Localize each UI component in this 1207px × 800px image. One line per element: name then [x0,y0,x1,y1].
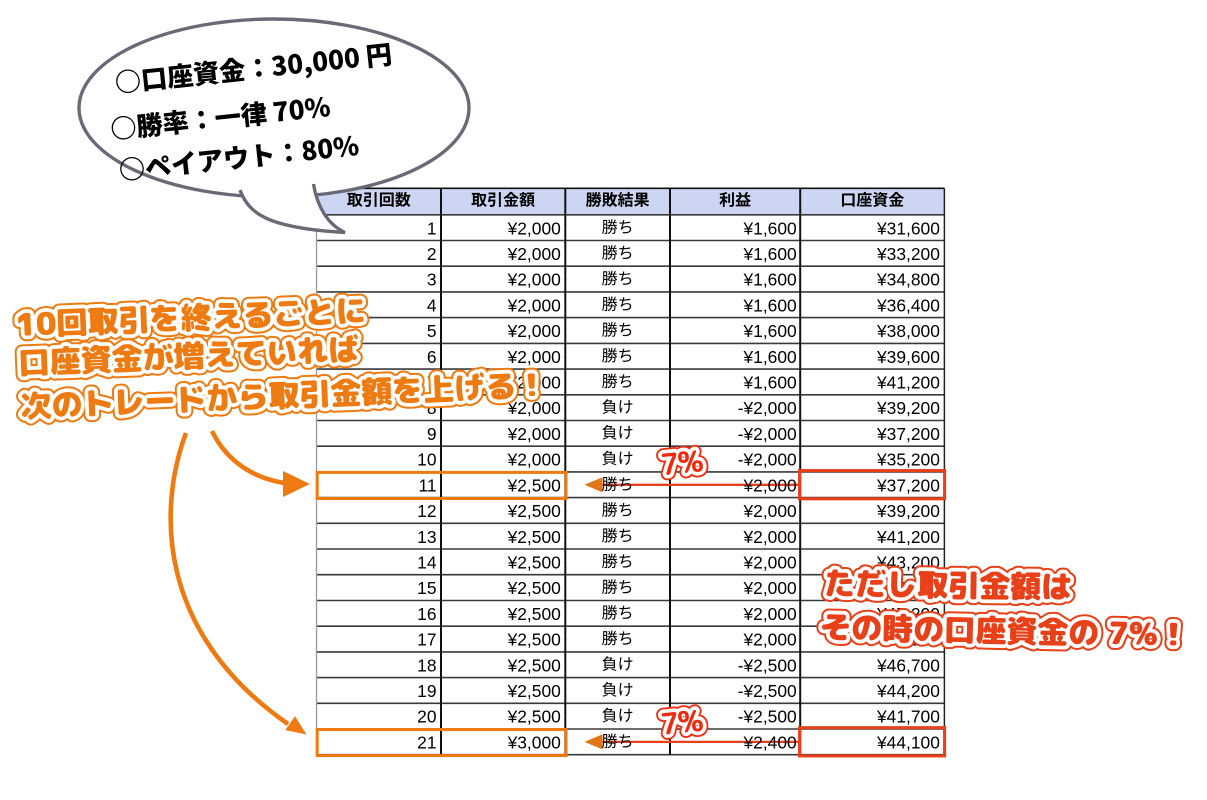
svg-text:¥34,800: ¥34,800 [876,270,940,290]
svg-text:15: 15 [417,578,436,598]
svg-text:¥35,200: ¥35,200 [876,450,940,470]
svg-text:¥2,500: ¥2,500 [507,475,561,495]
svg-text:¥2,500: ¥2,500 [507,655,561,675]
svg-text:¥2,500: ¥2,500 [507,527,561,547]
svg-text:¥2,000: ¥2,000 [507,424,561,444]
svg-text:¥2,500: ¥2,500 [507,707,561,727]
svg-text:3: 3 [427,270,437,290]
svg-text:17: 17 [417,630,436,650]
svg-text:¥1,600: ¥1,600 [742,218,796,238]
svg-text:¥1,600: ¥1,600 [742,270,796,290]
svg-text:21: 21 [417,733,436,753]
svg-text:13: 13 [417,527,436,547]
svg-text:¥36,400: ¥36,400 [876,295,940,315]
svg-text:-¥2,000: -¥2,000 [738,450,797,470]
svg-text:¥1,600: ¥1,600 [742,347,796,367]
svg-text:¥39,600: ¥39,600 [876,347,940,367]
svg-text:18: 18 [417,655,436,675]
svg-text:¥41,200: ¥41,200 [876,373,940,393]
svg-text:¥2,500: ¥2,500 [507,578,561,598]
svg-text:6: 6 [427,347,437,367]
svg-text:¥2,000: ¥2,000 [507,270,561,290]
svg-text:¥44,200: ¥44,200 [876,681,940,701]
svg-text:5: 5 [427,321,437,341]
svg-text:¥33,200: ¥33,200 [876,244,940,264]
svg-text:¥2,000: ¥2,000 [742,501,796,521]
svg-text:¥1,600: ¥1,600 [742,244,796,264]
svg-text:20: 20 [417,707,436,727]
svg-text:¥2,000: ¥2,000 [507,218,561,238]
svg-text:¥2,000: ¥2,000 [742,475,796,495]
svg-text:-¥2,000: -¥2,000 [738,398,797,418]
svg-text:-¥2,000: -¥2,000 [738,424,797,444]
svg-text:¥3,000: ¥3,000 [507,733,561,753]
svg-text:-¥2,500: -¥2,500 [738,681,797,701]
svg-text:¥1,600: ¥1,600 [742,295,796,315]
svg-text:¥2,000: ¥2,000 [507,244,561,264]
svg-text:19: 19 [417,681,436,701]
svg-text:¥2,500: ¥2,500 [507,501,561,521]
svg-text:1: 1 [427,218,437,238]
svg-text:¥39,200: ¥39,200 [876,398,940,418]
svg-text:¥2,000: ¥2,000 [742,553,796,573]
svg-text:14: 14 [417,553,437,573]
svg-text:¥2,000: ¥2,000 [507,321,561,341]
svg-text:¥2,000: ¥2,000 [742,630,796,650]
svg-text:¥38,000: ¥38,000 [876,321,940,341]
svg-text:¥2,000: ¥2,000 [742,527,796,547]
svg-text:¥2,000: ¥2,000 [507,398,561,418]
svg-text:2: 2 [427,244,437,264]
svg-text:¥46,700: ¥46,700 [876,655,940,675]
svg-text:¥1,600: ¥1,600 [742,373,796,393]
svg-text:¥44,100: ¥44,100 [876,733,940,753]
svg-text:¥2,500: ¥2,500 [507,604,561,624]
svg-text:¥2,500: ¥2,500 [507,681,561,701]
svg-text:¥2,500: ¥2,500 [507,553,561,573]
svg-text:¥2,500: ¥2,500 [507,630,561,650]
svg-text:¥2,000: ¥2,000 [507,295,561,315]
svg-text:¥2,000: ¥2,000 [507,450,561,470]
svg-text:11: 11 [418,475,436,495]
svg-text:-¥2,500: -¥2,500 [738,655,797,675]
svg-text:4: 4 [427,295,437,315]
svg-text:¥41,200: ¥41,200 [876,527,940,547]
svg-text:9: 9 [427,424,437,444]
svg-text:¥2,400: ¥2,400 [742,733,796,753]
svg-text:¥2,000: ¥2,000 [742,578,796,598]
svg-text:¥37,200: ¥37,200 [876,424,940,444]
svg-text:¥2,000: ¥2,000 [507,347,561,367]
svg-text:¥39,200: ¥39,200 [876,501,940,521]
svg-text:¥1,600: ¥1,600 [742,321,796,341]
svg-text:10: 10 [417,450,436,470]
svg-text:-¥2,500: -¥2,500 [738,707,797,727]
svg-text:¥41,700: ¥41,700 [876,707,940,727]
svg-text:¥2,000: ¥2,000 [742,604,796,624]
svg-text:16: 16 [417,604,436,624]
svg-text:¥31,600: ¥31,600 [876,218,940,238]
svg-text:12: 12 [417,501,436,521]
svg-text:¥37,200: ¥37,200 [876,475,940,495]
